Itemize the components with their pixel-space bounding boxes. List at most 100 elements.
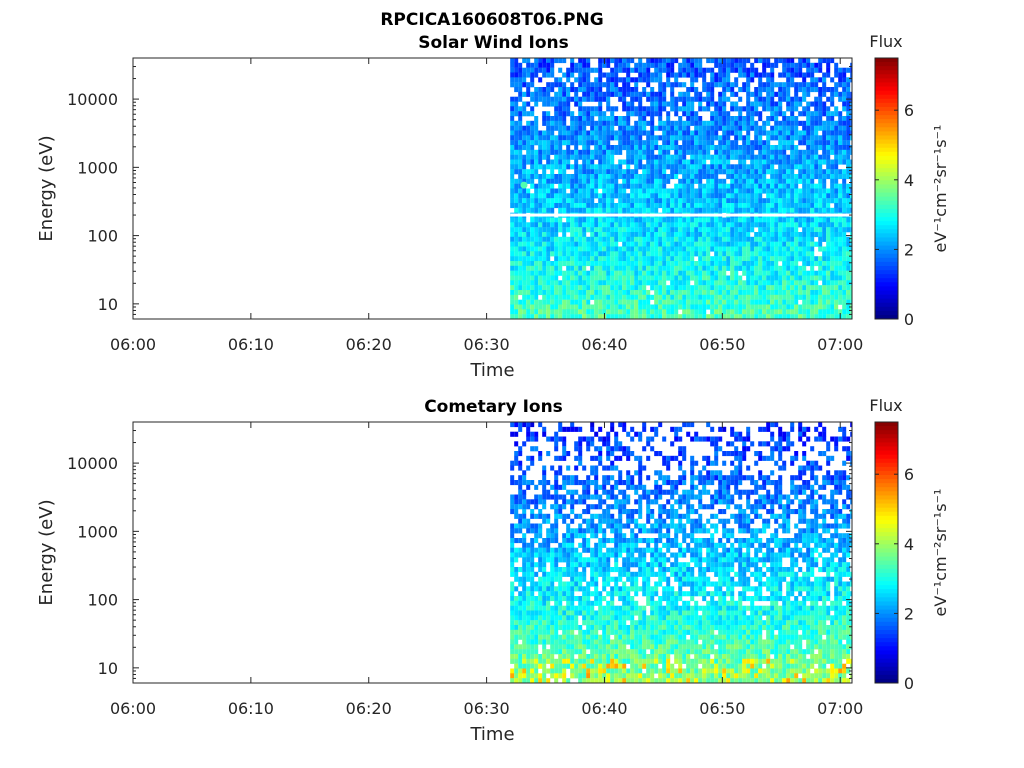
heatmap-cell	[714, 285, 719, 291]
heatmap-cell	[634, 261, 639, 267]
heatmap-cell	[846, 270, 851, 276]
heatmap-cell	[570, 285, 575, 291]
heatmap-cell	[558, 149, 563, 155]
heatmap-cell	[806, 314, 811, 320]
heatmap-cell	[826, 67, 831, 73]
heatmap-cell	[546, 596, 551, 602]
heatmap-cell	[714, 154, 719, 160]
heatmap-cell	[702, 67, 707, 73]
colorbar-segment	[875, 135, 898, 140]
heatmap-cell	[662, 294, 667, 300]
heatmap-cell	[674, 299, 679, 305]
heatmap-cell	[698, 140, 703, 146]
heatmap-cell	[670, 207, 675, 213]
heatmap-cell	[698, 270, 703, 276]
heatmap-cell	[762, 290, 767, 296]
heatmap-cell	[702, 290, 707, 296]
heatmap-cell	[814, 111, 819, 117]
heatmap-cell	[662, 285, 667, 291]
heatmap-cell	[710, 125, 715, 131]
heatmap-cell	[698, 251, 703, 257]
heatmap-cell	[734, 270, 739, 276]
heatmap-cell	[794, 135, 799, 141]
heatmap-cell	[686, 261, 691, 267]
heatmap-cell	[778, 198, 783, 204]
heatmap-cell	[510, 246, 515, 252]
heatmap-cell	[578, 135, 583, 141]
heatmap-cell	[850, 178, 852, 184]
heatmap-cell	[698, 120, 703, 126]
heatmap-cell	[722, 67, 727, 73]
heatmap-cell	[682, 169, 687, 175]
heatmap-cell	[566, 280, 571, 286]
heatmap-cell	[790, 77, 795, 83]
heatmap-cell	[570, 164, 575, 170]
heatmap-cell	[510, 290, 515, 296]
heatmap-cell	[578, 188, 583, 194]
heatmap-cell	[558, 673, 563, 679]
heatmap-cell	[730, 222, 735, 228]
heatmap-cell	[818, 183, 823, 189]
heatmap-cell	[770, 87, 775, 93]
heatmap-cell	[562, 480, 567, 486]
heatmap-cell	[838, 67, 843, 73]
heatmap-cell	[602, 159, 607, 165]
heatmap-cell	[738, 261, 743, 267]
heatmap-cell	[626, 241, 631, 247]
heatmap-cell	[794, 294, 799, 300]
heatmap-cell	[726, 314, 731, 320]
heatmap-cell	[530, 265, 535, 271]
heatmap-cell	[802, 130, 807, 136]
heatmap-cell	[562, 188, 567, 194]
colorbar-segment	[875, 147, 898, 153]
heatmap-cell	[818, 246, 823, 252]
heatmap-cell	[726, 159, 731, 165]
heatmap-cell	[750, 174, 755, 180]
heatmap-cell	[758, 203, 763, 209]
heatmap-cell	[590, 174, 595, 180]
heatmap-cell	[830, 130, 835, 136]
heatmap-cell	[582, 256, 587, 262]
heatmap-cell	[566, 600, 571, 606]
heatmap-cell	[586, 256, 591, 262]
heatmap-cell	[770, 217, 775, 223]
heatmap-cell	[706, 178, 711, 184]
heatmap-cell	[834, 72, 839, 78]
heatmap-cell	[554, 96, 559, 102]
heatmap-cell	[514, 431, 519, 437]
heatmap-cell	[538, 309, 543, 315]
heatmap-cell	[550, 634, 555, 640]
x-tick-label: 06:30	[464, 335, 510, 354]
heatmap-cell	[850, 246, 852, 252]
heatmap-cell	[746, 299, 751, 305]
heatmap-cell	[734, 304, 739, 310]
heatmap-cell	[530, 169, 535, 175]
heatmap-cell	[610, 203, 615, 209]
heatmap-cell	[630, 222, 635, 228]
heatmap-cell	[714, 246, 719, 252]
heatmap-cell	[554, 668, 559, 674]
heatmap-cell	[618, 125, 623, 131]
heatmap-cell	[582, 309, 587, 315]
heatmap-cell	[718, 159, 723, 165]
heatmap-cell	[514, 159, 519, 165]
heatmap-cell	[842, 198, 847, 204]
heatmap-cell	[670, 203, 675, 209]
heatmap-cell	[538, 188, 543, 194]
panel-cometary-ions: 06:00 06:10 06:20 06:30 06:40 06:50 07:0010100…	[36, 396, 950, 745]
heatmap-cell	[754, 96, 759, 102]
heatmap-cell	[662, 304, 667, 310]
heatmap-cell	[766, 58, 771, 64]
heatmap-cell	[526, 576, 531, 582]
heatmap-cell	[570, 96, 575, 102]
heatmap-cell	[802, 251, 807, 257]
heatmap-cell	[598, 178, 603, 184]
heatmap-cell	[822, 91, 827, 97]
heatmap-cell	[710, 164, 715, 170]
heatmap-cell	[722, 304, 727, 310]
heatmap-cell	[630, 275, 635, 281]
heatmap-cell	[590, 135, 595, 141]
heatmap-cell	[742, 207, 747, 213]
heatmap-cell	[586, 314, 591, 320]
heatmap-cell	[814, 241, 819, 247]
